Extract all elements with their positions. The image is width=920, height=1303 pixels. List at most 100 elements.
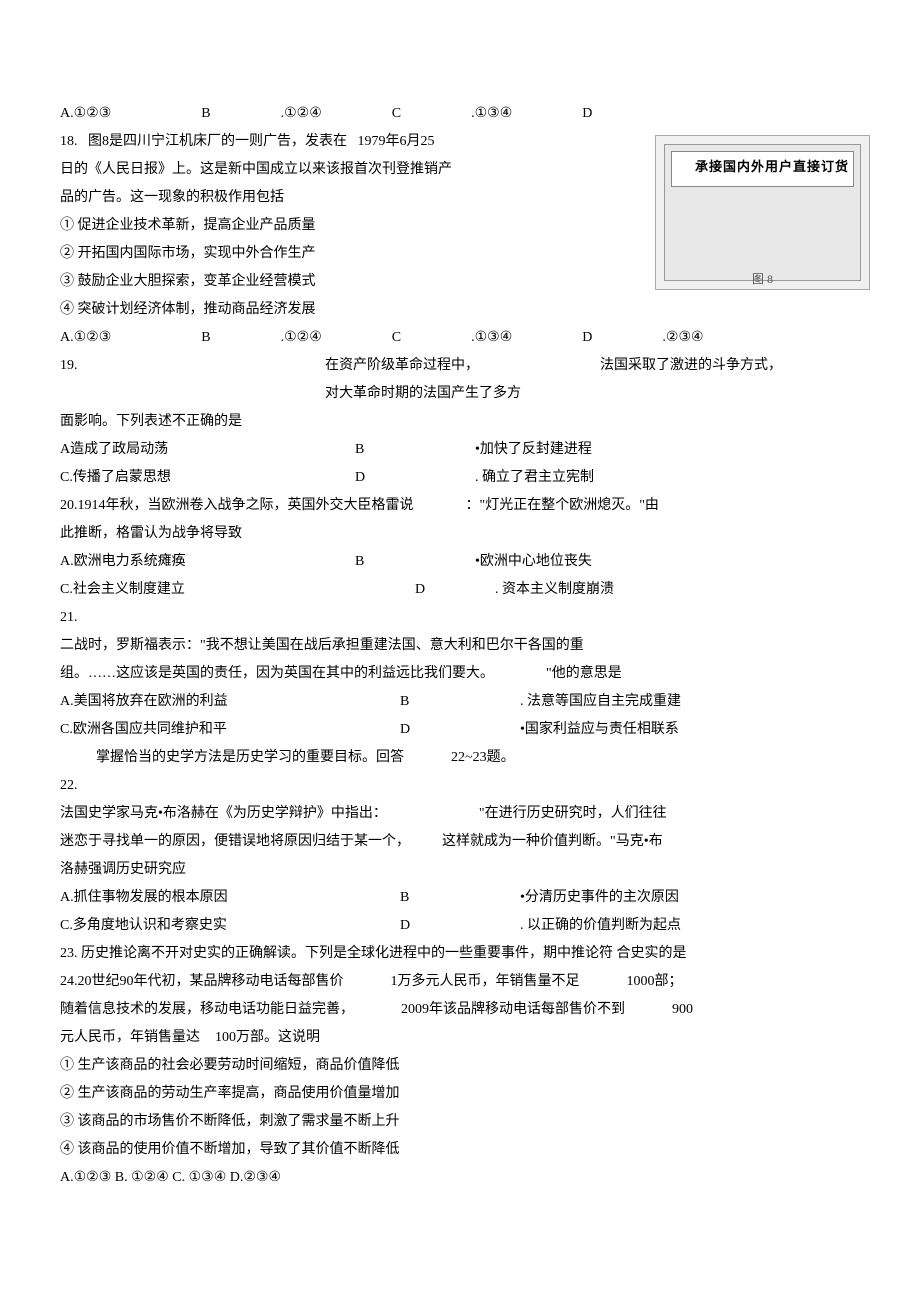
q22-line2: 迷恋于寻找单一的原因，便错误地将原因归结于某一个， 这样就成为一种价值判断。"马… (60, 828, 860, 856)
q22-b-letter: B (400, 884, 420, 912)
q19-line1-a: 在资产阶级革命过程中， (325, 352, 555, 380)
q22-cd: C.多角度地认识和考察史实 D . 以正确的价值判断为起点 (60, 912, 860, 940)
q22-line2-b: 这样就成为一种价值判断。"马克•布 (442, 834, 663, 849)
q24-line1-c: 1000部； (627, 974, 683, 989)
q18-opt2: ② 开拓国内国际市场，实现中外合作生产 (60, 240, 620, 268)
q24-line1: 24.20世纪90年代初，某品牌移动电话每部售价 1万多元人民币，年销售量不足 … (60, 968, 860, 996)
q19-d-letter: D (355, 464, 375, 492)
q18-line3: 品的广告。这一现象的积极作用包括 (60, 184, 620, 212)
q22-line1-b: "在进行历史研究时，人们往往 (479, 806, 667, 821)
q18-opt-b-letter: B (201, 324, 210, 352)
q24-line1-a: 24.20世纪90年代初，某品牌移动电话每部售价 (60, 974, 344, 989)
q19-line3: 面影响。下列表述不正确的是 (60, 408, 860, 436)
q21-cd: C.欧洲各国应共同维护和平 D •国家利益应与责任相联系 (60, 716, 860, 744)
q18-line1-date: 1979年6月25 (358, 134, 435, 149)
q19-line2: 对大革命时期的法国产生了多方 (325, 380, 521, 408)
q20-line1-b: ："灯光正在整个欧洲熄灭。"由 (466, 498, 659, 513)
q21-c: C.欧洲各国应共同维护和平 (60, 716, 400, 744)
q19-line1-b: 法国采取了激进的斗争方式， (600, 352, 782, 380)
q21-line2-b: "他的意思是 (546, 666, 622, 681)
q17-opt-b-val: .①②④ (281, 100, 322, 128)
q21-d-val: •国家利益应与责任相联系 (520, 716, 679, 744)
bridge-text: 掌握恰当的史学方法是历史学习的重要目标。回答 22~23题。 (60, 744, 860, 772)
bridge-text1: 掌握恰当的史学方法是历史学习的重要目标。回答 (96, 750, 404, 765)
q17-opt-d-letter: D (582, 100, 592, 128)
q24-line2-c: 900 (672, 1002, 693, 1017)
q24-opt4: ④ 该商品的使用价值不断增加，导致了其价值不断降低 (60, 1136, 860, 1164)
q19-a: A造成了政局动荡 (60, 436, 355, 464)
q19-b-val: •加快了反封建进程 (475, 436, 592, 464)
q21-ab: A.美国将放弃在欧洲的利益 B . 法意等国应自主完成重建 (60, 688, 860, 716)
q18-figure-caption: 图 8 (656, 267, 869, 291)
q22-line1-a: 法国史学家马克•布洛赫在《为历史学辩护》中指出： (60, 806, 387, 821)
q20-line2: 此推断，格雷认为战争将导致 (60, 520, 860, 548)
q22-a: A.抓住事物发展的根本原因 (60, 884, 400, 912)
q21-d-letter: D (400, 716, 420, 744)
q22-d-letter: D (400, 912, 420, 940)
q18-figure: 承接国内外用户直接订货 图 8 (655, 135, 870, 290)
q24-opt3: ③ 该商品的市场售价不断降低，刺激了需求量不断上升 (60, 1108, 860, 1136)
q24-line3: 元人民币，年销售量达 100万部。这说明 (60, 1024, 860, 1052)
q18-opt-d-val: .②③④ (662, 324, 703, 352)
q20-a: A.欧洲电力系统瘫痪 (60, 548, 355, 576)
q24-opt1: ① 生产该商品的社会必要劳动时间缩短，商品价值降低 (60, 1052, 860, 1080)
q21-b-letter: B (400, 688, 420, 716)
q18-opt-b-val: .①②④ (281, 324, 322, 352)
q18-opt-c-val: .①③④ (471, 324, 512, 352)
q20-b-letter: B (355, 548, 375, 576)
q22-c: C.多角度地认识和考察史实 (60, 912, 400, 940)
q22-d-val: . 以正确的价值判断为起点 (520, 912, 681, 940)
q19-line1: 19. 在资产阶级革命过程中， 法国采取了激进的斗争方式， (60, 352, 860, 380)
q24-line2: 随着信息技术的发展，移动电话功能日益完善， 2009年该品牌移动电话每部售价不到… (60, 996, 860, 1024)
q17-opt-a: A.①②③ (60, 100, 111, 128)
q20-ab: A.欧洲电力系统瘫痪 B •欧洲中心地位丧失 (60, 548, 860, 576)
q19-line2-row: 对大革命时期的法国产生了多方 (60, 380, 860, 408)
q22-num: 22. (60, 772, 860, 800)
q18-opt4: ④ 突破计划经济体制，推动商品经济发展 (60, 296, 620, 324)
q22-b-val: •分清历史事件的主次原因 (520, 884, 679, 912)
q19-c: C.传播了启蒙思想 (60, 464, 355, 492)
q21-num: 21. (60, 604, 860, 632)
q23-text: 23. 历史推论离不开对史实的正确解读。下列是全球化进程中的一些重要事件，期中推… (60, 940, 860, 968)
q17-opt-c-val: .①③④ (471, 100, 512, 128)
q20-line1-a: 20.1914年秋，当欧洲卷入战争之际，英国外交大臣格雷说 (60, 498, 414, 513)
q18-options: A.①②③ B .①②④ C .①③④ D .②③④ (60, 324, 860, 352)
q19-num: 19. (60, 352, 100, 380)
bridge-text2: 22~23题。 (451, 750, 515, 765)
q24-line1-b: 1万多元人民币，年销售量不足 (391, 974, 580, 989)
q18-line1: 图8是四川宁江机床厂的一则广告，发表在 (88, 134, 347, 149)
q17-options: A.①②③ B .①②④ C .①③④ D (60, 100, 860, 128)
q21-a: A.美国将放弃在欧洲的利益 (60, 688, 400, 716)
q22-line2-a: 迷恋于寻找单一的原因，便错误地将原因归结于某一个， (60, 834, 410, 849)
q18-num: 18. (60, 134, 78, 149)
q24-answers: A.①②③ B. ①②④ C. ①③④ D.②③④ (60, 1164, 860, 1192)
q20-line1: 20.1914年秋，当欧洲卷入战争之际，英国外交大臣格雷说 ："灯光正在整个欧洲… (60, 492, 860, 520)
q17-opt-b-letter: B (201, 100, 210, 128)
q18-opt-d-letter: D (582, 324, 592, 352)
q24-line2-b: 2009年该品牌移动电话每部售价不到 (401, 1002, 625, 1017)
q18-opt-c-letter: C (392, 324, 401, 352)
q21-line1: 二战时，罗斯福表示："我不想让美国在战后承担重建法国、意大利和巴尔干各国的重 (60, 632, 860, 660)
q21-line2: 组。……这应该是英国的责任，因为英国在其中的利益远比我们要大。 "他的意思是 (60, 660, 860, 688)
q18-figure-main-text: 承接国内外用户直接订货 (676, 154, 849, 180)
q21-line2-a: 组。……这应该是英国的责任，因为英国在其中的利益远比我们要大。 (60, 666, 494, 681)
q18-opt3: ③ 鼓励企业大胆探索，变革企业经营模式 (60, 268, 620, 296)
q18-opt-a: A.①②③ (60, 324, 111, 352)
q22-ab: A.抓住事物发展的根本原因 B •分清历史事件的主次原因 (60, 884, 860, 912)
q20-c: C.社会主义制度建立 (60, 576, 355, 604)
q24-line3-a: 元人民币，年销售量达 (60, 1030, 200, 1045)
q19-ab: A造成了政局动荡 B •加快了反封建进程 (60, 436, 860, 464)
q18-block: 18. 图8是四川宁江机床厂的一则广告，发表在 1979年6月25 日的《人民日… (60, 128, 620, 324)
q19-cd: C.传播了启蒙思想 D . 确立了君主立宪制 (60, 464, 860, 492)
q24-line2-a: 随着信息技术的发展，移动电话功能日益完善， (60, 1002, 354, 1017)
q20-b-val: •欧洲中心地位丧失 (475, 548, 592, 576)
q17-opt-c-letter: C (392, 100, 401, 128)
q20-cd: C.社会主义制度建立 D . 资本主义制度崩溃 (60, 576, 860, 604)
q20-d-letter: D (415, 576, 435, 604)
q24-opt2: ② 生产该商品的劳动生产率提高，商品使用价值量增加 (60, 1080, 860, 1108)
q22-line1: 法国史学家马克•布洛赫在《为历史学辩护》中指出： "在进行历史研究时，人们往往 (60, 800, 860, 828)
q18-opt1: ① 促进企业技术革新，提高企业产品质量 (60, 212, 620, 240)
q20-d-val: . 资本主义制度崩溃 (495, 576, 614, 604)
q21-b-val: . 法意等国应自主完成重建 (520, 688, 681, 716)
q24-line3-b: 100万部。这说明 (215, 1030, 320, 1045)
